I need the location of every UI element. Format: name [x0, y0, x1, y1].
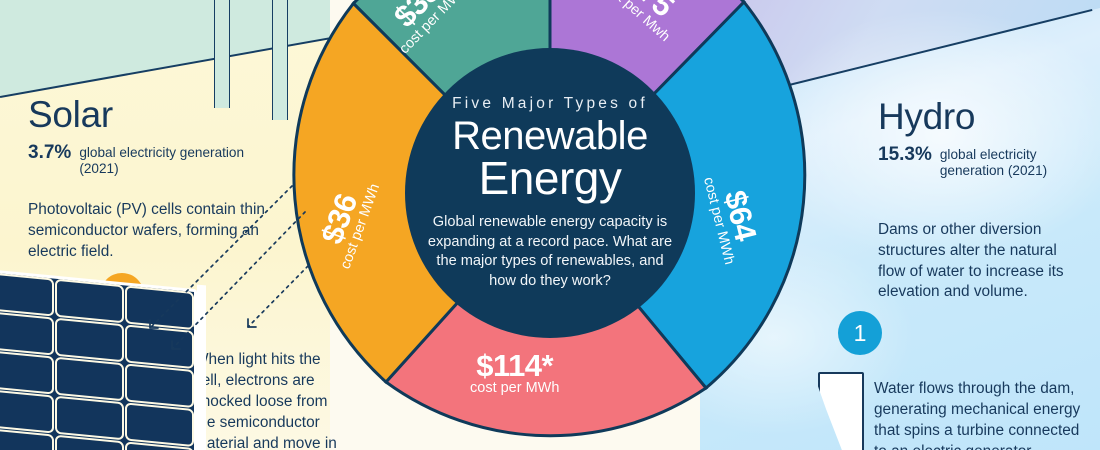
solar-cell: [125, 441, 194, 450]
hub-title-line2: Energy: [478, 152, 622, 205]
solar-heading: Solar: [28, 94, 113, 135]
solar-panel-cell-grid: [0, 271, 194, 450]
hydro-percentage-label: global electricity generation (2021): [939, 147, 1048, 179]
hydro-stat: 15.3% global electricity generation (202…: [878, 144, 1088, 180]
solar-column: Solar 3.7% global electricity generation…: [28, 96, 286, 262]
solar-cell: [55, 278, 124, 324]
solar-panel-illustration: [0, 268, 206, 450]
solar-cell: [55, 317, 124, 363]
solar-cell: [0, 349, 54, 395]
hydro-column: Hydro 15.3% global electricity generatio…: [878, 98, 1088, 303]
hydro-heading: Hydro: [878, 96, 976, 137]
hub-title-line1: Renewable: [452, 113, 648, 158]
dam-wall: [818, 372, 864, 450]
hub-eyebrow: Five Major Types of: [452, 94, 648, 112]
hydro-intro-text: Dams or other diversion structures alter…: [878, 220, 1064, 301]
solar-step-2-text: When light hits the cell, electrons are …: [194, 351, 337, 450]
solar-intro-text: Photovoltaic (PV) cells contain thin sem…: [28, 200, 265, 260]
dam-illustration: [818, 372, 864, 450]
solar-cell: [55, 434, 124, 450]
solar-cell: [55, 395, 124, 441]
solar-stat: 3.7% global electricity generation (2021…: [28, 142, 286, 178]
chart-center-hub: Five Major Types of Renewable Energy Glo…: [405, 48, 695, 338]
hydro-percentage: 15.3%: [878, 144, 932, 165]
solar-cell: [0, 427, 54, 450]
solar-cell: [125, 324, 194, 370]
solar-cell: [125, 402, 194, 448]
solar-cell: [0, 271, 54, 317]
solar-cell: [125, 285, 194, 331]
hydro-step-1-badge[interactable]: 1: [838, 311, 882, 355]
hub-description: Global renewable energy capacity is expa…: [427, 214, 673, 289]
hydro-step-1-number: 1: [853, 319, 867, 346]
solar-percentage-label: global electricity generation (2021): [79, 145, 245, 177]
solar-cell: [0, 310, 54, 356]
solar-percentage: 3.7%: [28, 142, 72, 163]
solar-cell: [55, 356, 124, 402]
solar-cell: [125, 363, 194, 409]
solar-panel-edge: [197, 284, 206, 450]
solar-cell: [0, 388, 54, 434]
hydro-step-1-text: Water flows through the dam, generating …: [874, 380, 1081, 450]
